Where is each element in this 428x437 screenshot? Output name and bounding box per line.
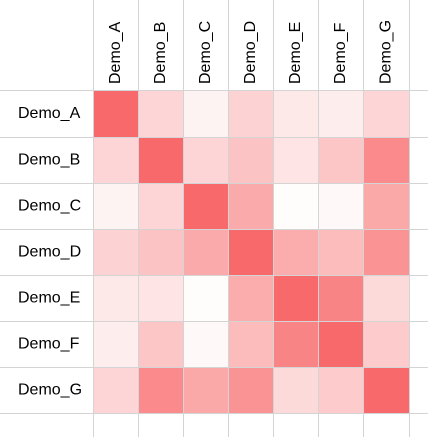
heatmap-cell-Demo_B-Demo_G — [364, 138, 409, 183]
heatmap-cell-Demo_A-Demo_F — [319, 91, 363, 137]
heatmap-cell-Demo_B-Demo_E — [274, 138, 318, 183]
row-label-Demo_F: Demo_F — [18, 336, 80, 353]
heatmap-cell-Demo_G-Demo_B — [139, 368, 183, 413]
heatmap-cell-Demo_G-Demo_F — [319, 368, 363, 413]
heatmap-cell-Demo_B-Demo_F — [319, 138, 363, 183]
heatmap-cell-Demo_E-Demo_A — [94, 276, 138, 321]
column-label-Demo_D: Demo_D — [242, 21, 259, 84]
heatmap-cell-Demo_G-Demo_D — [229, 368, 273, 413]
column-label-Demo_G: Demo_G — [378, 20, 395, 84]
heatmap-cell-Demo_C-Demo_A — [94, 184, 138, 229]
heatmap-cell-Demo_F-Demo_F — [319, 322, 363, 367]
row-label-Demo_C: Demo_C — [18, 198, 81, 215]
heatmap-cell-Demo_D-Demo_F — [319, 230, 363, 275]
heatmap-cell-Demo_D-Demo_B — [139, 230, 183, 275]
heatmap-cell-Demo_C-Demo_D — [229, 184, 273, 229]
heatmap-cell-Demo_B-Demo_D — [229, 138, 273, 183]
heatmap-cell-Demo_C-Demo_E — [274, 184, 318, 229]
heatmap-cell-Demo_A-Demo_B — [139, 91, 183, 137]
row-label-Demo_B: Demo_B — [18, 152, 80, 169]
heatmap-cell-Demo_A-Demo_G — [364, 91, 409, 137]
heatmap-cell-Demo_F-Demo_A — [94, 322, 138, 367]
heatmap-cell-Demo_F-Demo_D — [229, 322, 273, 367]
heatmap-cell-Demo_D-Demo_E — [274, 230, 318, 275]
heatmap-cell-Demo_E-Demo_G — [364, 276, 409, 321]
heatmap-cells — [94, 91, 409, 413]
row-label-Demo_G: Demo_G — [18, 382, 82, 399]
column-label-Demo_C: Demo_C — [197, 21, 214, 84]
heatmap-cell-Demo_G-Demo_A — [94, 368, 138, 413]
column-label-Demo_F: Demo_F — [332, 22, 349, 84]
heatmap-cell-Demo_B-Demo_B — [139, 138, 183, 183]
heatmap-cell-Demo_A-Demo_D — [229, 91, 273, 137]
heatmap-cell-Demo_G-Demo_E — [274, 368, 318, 413]
heatmap-cell-Demo_D-Demo_G — [364, 230, 409, 275]
heatmap-cell-Demo_C-Demo_F — [319, 184, 363, 229]
heatmap-cell-Demo_D-Demo_C — [184, 230, 228, 275]
heatmap-cell-Demo_C-Demo_C — [184, 184, 228, 229]
heatmap-cell-Demo_F-Demo_E — [274, 322, 318, 367]
heatmap-cell-Demo_B-Demo_C — [184, 138, 228, 183]
heatmap-cell-Demo_D-Demo_D — [229, 230, 273, 275]
row-label-Demo_D: Demo_D — [18, 244, 81, 261]
row-label-Demo_A: Demo_A — [18, 105, 81, 122]
heatmap-cell-Demo_C-Demo_B — [139, 184, 183, 229]
heatmap-cell-Demo_E-Demo_B — [139, 276, 183, 321]
heatmap-cell-Demo_C-Demo_G — [364, 184, 409, 229]
heatmap-cell-Demo_A-Demo_A — [94, 91, 138, 137]
heatmap-cell-Demo_G-Demo_C — [184, 368, 228, 413]
heatmap-cell-Demo_E-Demo_D — [229, 276, 273, 321]
heatmap-cell-Demo_F-Demo_B — [139, 322, 183, 367]
heatmap-cell-Demo_E-Demo_F — [319, 276, 363, 321]
heatmap-cell-Demo_F-Demo_C — [184, 322, 228, 367]
heatmap-cell-Demo_B-Demo_A — [94, 138, 138, 183]
row-label-Demo_E: Demo_E — [18, 290, 80, 307]
heatmap-cell-Demo_D-Demo_A — [94, 230, 138, 275]
column-label-Demo_E: Demo_E — [287, 22, 304, 84]
column-label-Demo_A: Demo_A — [107, 21, 124, 84]
column-label-Demo_B: Demo_B — [152, 22, 169, 84]
column-labels: Demo_A Demo_B Demo_C Demo_D Demo_E Demo_F Demo… — [107, 20, 395, 84]
heatmap-cell-Demo_E-Demo_E — [274, 276, 318, 321]
heatmap-cell-Demo_G-Demo_G — [364, 368, 409, 413]
row-labels: Demo_A Demo_B Demo_C Demo_D Demo_E Demo_F Demo… — [18, 105, 82, 399]
heatmap-cell-Demo_A-Demo_E — [274, 91, 318, 137]
heatmap-cell-Demo_A-Demo_C — [184, 91, 228, 137]
heatmap-cell-Demo_F-Demo_G — [364, 322, 409, 367]
heatmap-cell-Demo_E-Demo_C — [184, 276, 228, 321]
